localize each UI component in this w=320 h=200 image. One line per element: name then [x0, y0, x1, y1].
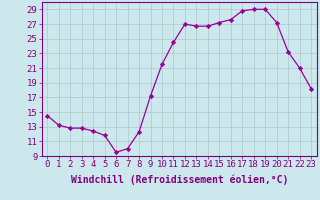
X-axis label: Windchill (Refroidissement éolien,°C): Windchill (Refroidissement éolien,°C) — [70, 175, 288, 185]
